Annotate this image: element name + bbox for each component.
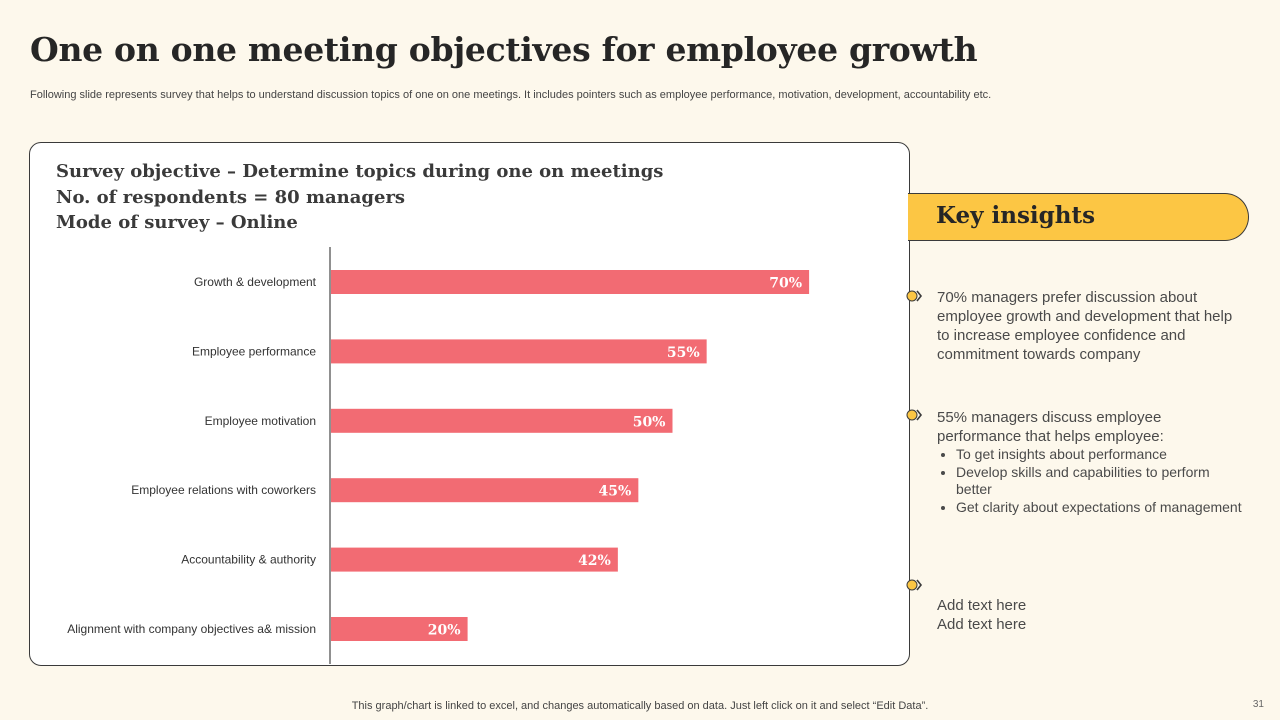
bar[interactable] xyxy=(331,617,468,641)
insight-item-1: 70% managers prefer discussion about emp… xyxy=(937,288,1247,364)
insight-bullet: Develop skills and capabilities to perfo… xyxy=(956,464,1247,499)
survey-objective: Survey objective – Determine topics duri… xyxy=(56,161,664,182)
bar-value-label: 70% xyxy=(769,276,802,292)
page-title: One on one meeting objectives for employ… xyxy=(30,30,978,69)
insight-item-3[interactable]: Add text here Add text here xyxy=(937,577,1247,653)
page-number: 31 xyxy=(1252,699,1264,710)
bar[interactable] xyxy=(331,339,707,364)
bar-chart[interactable]: Growth & development 70% Employee performa… xyxy=(30,143,909,665)
category-label: Accountability & authority xyxy=(181,553,316,567)
category-label: Employee motivation xyxy=(205,414,316,428)
insight-bullet: To get insights about performance xyxy=(956,446,1247,464)
survey-info: Survey objective – Determine topics duri… xyxy=(56,159,663,236)
bar-value-label: 20% xyxy=(428,623,461,639)
insight-bullet-icon xyxy=(906,409,923,421)
survey-mode: Mode of survey – Online xyxy=(56,212,298,233)
footer-note: This graph/chart is linked to excel, and… xyxy=(351,700,929,712)
key-insights-banner: Key insights xyxy=(908,193,1249,241)
page-subtitle: Following slide represents survey that h… xyxy=(30,89,992,101)
category-label: Alignment with company objectives a& mis… xyxy=(67,622,316,636)
bar-value-label: 50% xyxy=(633,414,666,430)
insight-bullet: Get clarity about expectations of manage… xyxy=(956,499,1247,517)
insight-item-3-text[interactable]: Add text here Add text here xyxy=(937,597,1027,633)
insight-item-2-bullets: To get insights about performance Develo… xyxy=(937,446,1247,516)
category-label: Growth & development xyxy=(194,275,317,289)
bar-value-label: 55% xyxy=(667,345,700,361)
category-label: Employee relations with coworkers xyxy=(131,483,316,497)
survey-card[interactable]: Survey objective – Determine topics duri… xyxy=(29,142,910,666)
insight-bullet-icon xyxy=(906,579,923,591)
bar[interactable] xyxy=(331,408,673,433)
insight-item-1-text: 70% managers prefer discussion about emp… xyxy=(937,289,1233,363)
category-label: Employee performance xyxy=(192,344,316,358)
bar[interactable] xyxy=(331,270,810,294)
bar[interactable] xyxy=(331,547,618,572)
survey-respondents: No. of respondents = 80 managers xyxy=(56,186,406,208)
key-insights-title: Key insights xyxy=(936,202,1096,229)
insight-bullet-icon xyxy=(906,290,923,302)
insight-item-2: 55% managers discuss employee performanc… xyxy=(937,408,1247,516)
bar-value-label: 42% xyxy=(578,553,611,569)
bar-value-label: 45% xyxy=(599,484,632,500)
bar[interactable] xyxy=(331,478,639,503)
insight-item-2-text: 55% managers discuss employee performanc… xyxy=(937,409,1164,445)
